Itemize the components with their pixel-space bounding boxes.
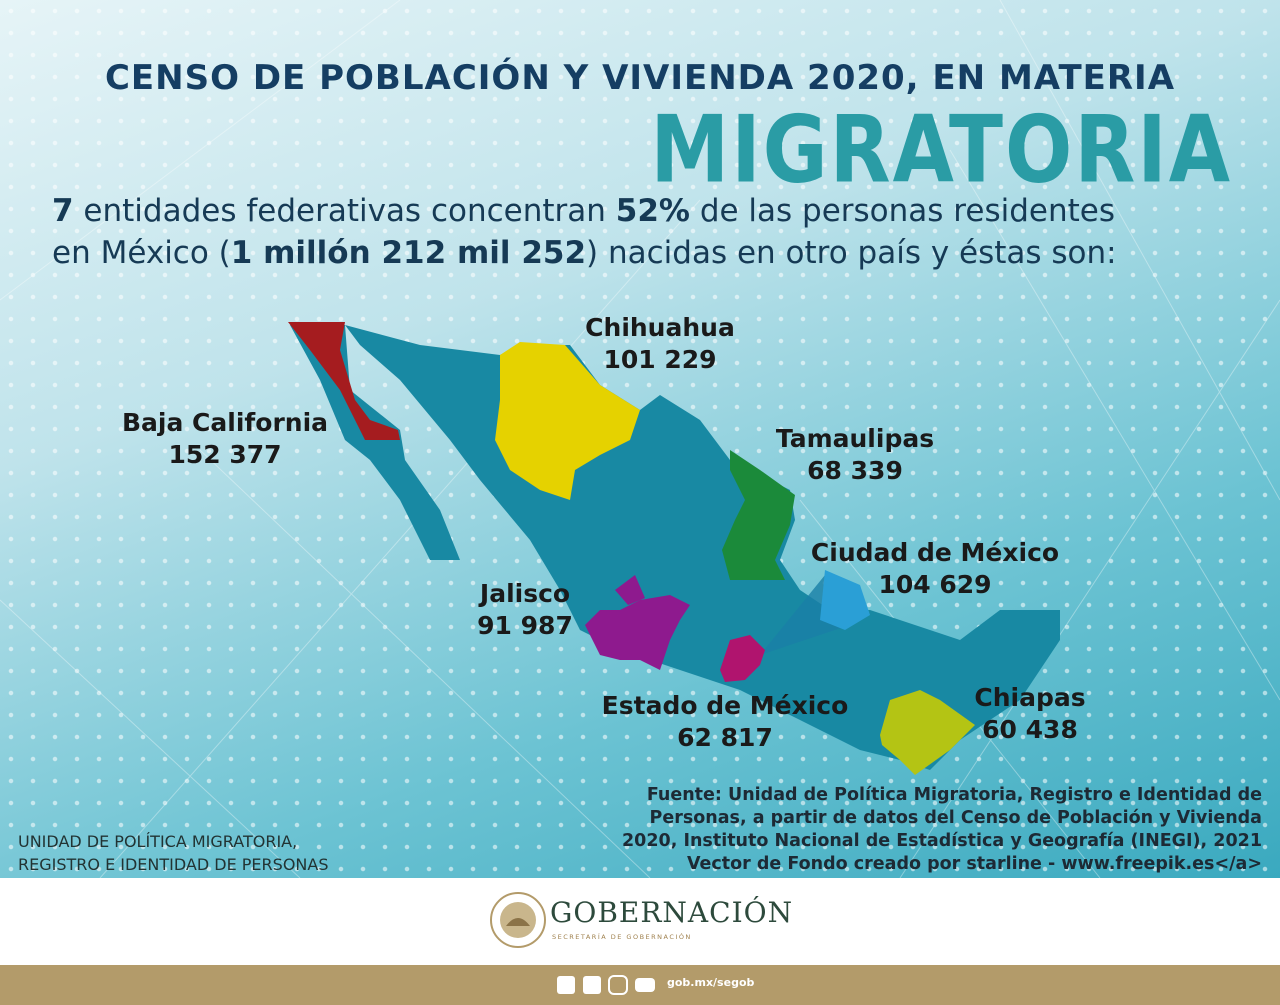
state-label: Chiapas 60 438 xyxy=(950,682,1110,746)
state-name: Tamaulipas xyxy=(775,424,935,453)
source-line: Fuente: Unidad de Política Migratoria, R… xyxy=(646,785,1262,805)
source-line: 2020, Instituto Nacional de Estadística … xyxy=(622,831,1262,851)
organization: UNIDAD DE POLÍTICA MIGRATORIA, REGISTRO E… xyxy=(18,830,328,876)
state-label: Baja California 152 377 xyxy=(110,407,340,471)
state-value: 101 229 xyxy=(603,345,717,374)
footer-bar xyxy=(0,965,1280,1005)
organization-line: REGISTRO E IDENTIDAD DE PERSONAS xyxy=(18,855,329,874)
chiapas xyxy=(880,690,975,775)
state-value: 104 629 xyxy=(878,570,992,599)
intro-text: ) nacidas en otro país y éstas son: xyxy=(586,235,1117,271)
state-name: Chihuahua xyxy=(585,313,735,342)
subtitle: MIGRATORIA xyxy=(650,95,1232,204)
state-name: Baja California xyxy=(121,408,329,437)
state-value: 68 339 xyxy=(807,456,903,485)
emblem xyxy=(490,892,546,948)
state-label: Estado de México 62 817 xyxy=(585,690,865,754)
main-panel: CENSO DE POBLACIÓN Y VIVIENDA 2020, EN M… xyxy=(0,0,1280,878)
intro-bold: 1 millón 212 mil 252 xyxy=(230,235,587,271)
state-name: Jalisco xyxy=(479,579,571,608)
tamaulipas xyxy=(722,450,795,580)
map xyxy=(288,322,1060,775)
state-value: 152 377 xyxy=(168,440,282,469)
chihuahua xyxy=(495,342,640,500)
estado-de-mexico xyxy=(720,635,765,682)
state-value: 60 438 xyxy=(982,715,1078,744)
title: CENSO DE POBLACIÓN Y VIVIENDA 2020, EN M… xyxy=(104,58,1176,98)
state-name: Ciudad de México xyxy=(810,538,1060,567)
intro-bold: 52% xyxy=(615,193,690,229)
ciudad-de-mexico xyxy=(820,570,870,630)
intro: 7 entidades federativas concentran 52% d… xyxy=(52,190,1152,274)
footer-band xyxy=(0,878,1280,965)
state-name: Chiapas xyxy=(974,683,1086,712)
baja-california xyxy=(288,322,400,440)
source: Fuente: Unidad de Política Migratoria, R… xyxy=(622,784,1262,876)
intro-text: entidades federativas concentran xyxy=(73,193,616,229)
state-label: Jalisco 91 987 xyxy=(455,578,595,642)
state-label: Chihuahua 101 229 xyxy=(560,312,760,376)
state-label: Tamaulipas 68 339 xyxy=(740,423,970,487)
social-icons xyxy=(557,975,655,995)
tagline: SECRETARÍA DE GOBERNACIÓN xyxy=(552,933,692,941)
intro-bold: 7 xyxy=(52,193,74,229)
state-name: Estado de México xyxy=(601,691,849,720)
state-label: Ciudad de México 104 629 xyxy=(790,537,1080,601)
brand: GOBERNACIÓN xyxy=(550,896,794,929)
jalisco-part xyxy=(615,575,645,605)
state-value: 62 817 xyxy=(677,723,773,752)
intro-text: de las personas residentes en México ( xyxy=(52,193,1115,271)
source-line: Personas, a partir de datos del Censo de… xyxy=(649,808,1262,828)
url: gob.mx/segob xyxy=(667,976,755,989)
source-line: Vector de Fondo creado por starline - ww… xyxy=(686,854,1262,874)
organization-line: UNIDAD DE POLÍTICA MIGRATORIA, xyxy=(18,832,298,851)
state-value: 91 987 xyxy=(477,611,573,640)
jalisco xyxy=(585,595,690,670)
